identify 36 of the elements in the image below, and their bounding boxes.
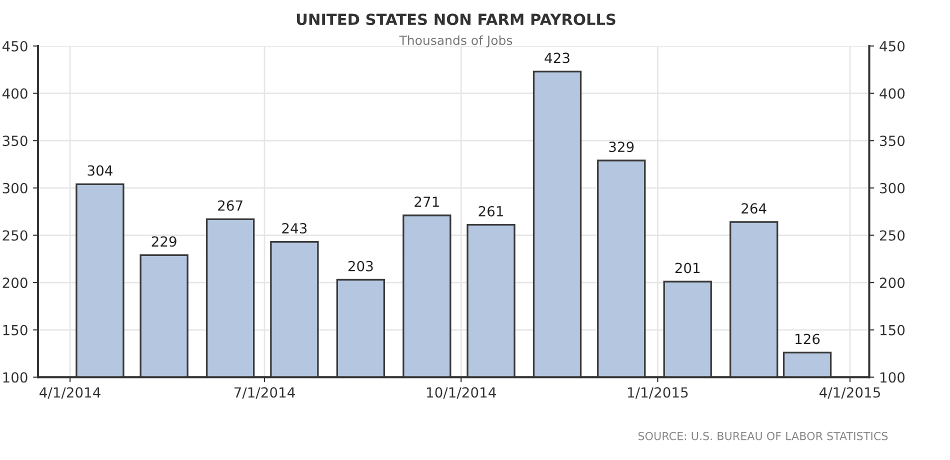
x-tick-label: 4/1/2015: [820, 387, 880, 399]
data-label: 304: [88, 165, 112, 176]
y2-tick-label: 400: [880, 88, 905, 99]
y2-tick-label: 450: [880, 40, 905, 52]
data-label: 261: [478, 206, 503, 216]
data-label: 229: [152, 236, 176, 247]
y-tick-label: 150: [3, 324, 28, 336]
data-label: 243: [282, 223, 307, 234]
y2-tick-label: 300: [880, 182, 905, 194]
chart-title: UNITED STATES NON FARM PAYROLLS: [296, 14, 616, 26]
y-tick-label: 250: [2, 230, 28, 241]
y2-tick-label: 200: [880, 278, 905, 288]
data-label: 329: [609, 142, 634, 152]
x-tick-label: 4/1/2014: [40, 387, 100, 399]
y2-tick-label: 150: [880, 324, 905, 336]
y-tick-label: 300: [2, 182, 28, 194]
x-tick-label: 7/1/2014: [234, 387, 295, 399]
data-label: 271: [414, 196, 439, 207]
x-tick-label: 1/1/2015: [628, 387, 688, 399]
data-label: 126: [796, 334, 820, 344]
y-tick-label: 450: [2, 40, 28, 52]
data-label: 267: [218, 200, 242, 211]
data-label: 203: [348, 260, 373, 272]
y2-tick-label: 350: [880, 136, 905, 146]
y-tick-label: 200: [2, 278, 28, 288]
data-label: 423: [544, 52, 570, 64]
chart-subtitle: Thousands of Jobs: [399, 35, 512, 48]
y-tick-label: 350: [2, 136, 28, 146]
y-tick-label: 400: [2, 88, 28, 99]
y2-tick-label: 250: [880, 230, 905, 241]
x-tick-label: 10/1/2014: [427, 387, 496, 399]
y2-tick-label: 100: [880, 372, 905, 383]
data-label: 264: [742, 203, 766, 214]
y-tick-label: 100: [3, 372, 28, 383]
data-label: 201: [675, 262, 700, 274]
source-note: SOURCE: U.S. BUREAU OF LABOR STATISTICS: [638, 432, 888, 440]
